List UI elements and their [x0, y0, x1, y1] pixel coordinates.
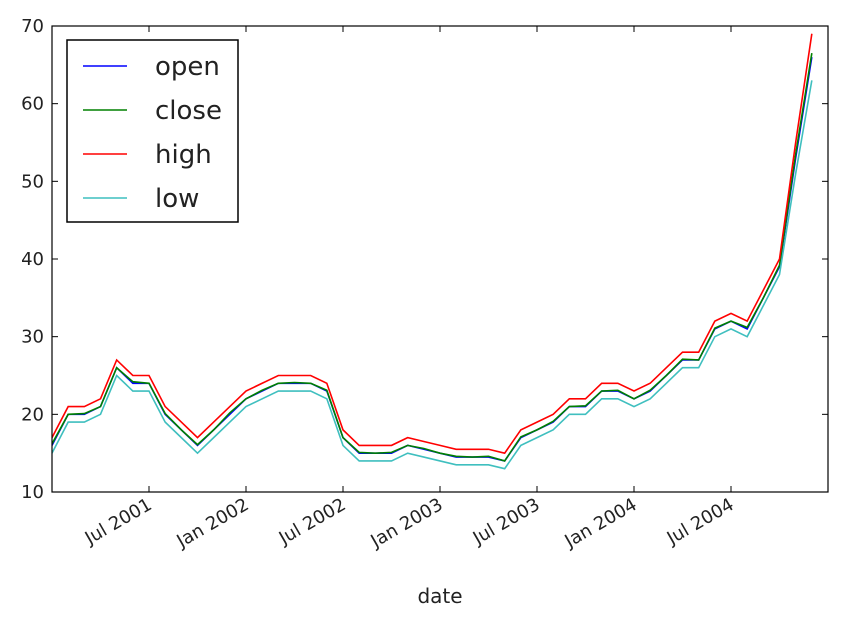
x-tick-label: Jul 2001 [81, 494, 156, 549]
x-axis-label: date [417, 584, 462, 608]
legend-label: close [155, 96, 222, 126]
x-tick-label: Jul 2004 [663, 494, 738, 549]
x-tick-label: Jan 2004 [560, 494, 640, 552]
x-tick-label: Jan 2002 [172, 494, 252, 552]
legend-box [66, 39, 239, 223]
y-tick-label: 60 [21, 94, 44, 115]
series-line [52, 53, 813, 462]
series-line [52, 80, 813, 470]
y-tick-label: 20 [21, 404, 44, 425]
y-tick-label: 50 [21, 171, 44, 192]
y-tick-label: 70 [21, 16, 44, 37]
legend-label: low [155, 184, 199, 214]
y-tick-label: 10 [21, 482, 44, 503]
legend-label: open [155, 52, 220, 82]
x-tick-label: Jul 2002 [275, 494, 350, 549]
x-tick-label: Jan 2003 [366, 494, 446, 552]
y-tick-label: 30 [21, 327, 44, 348]
x-tick-label: Jul 2003 [469, 494, 544, 549]
y-tick-label: 40 [21, 249, 44, 270]
series-line [52, 33, 813, 455]
legend-label: high [155, 140, 212, 170]
